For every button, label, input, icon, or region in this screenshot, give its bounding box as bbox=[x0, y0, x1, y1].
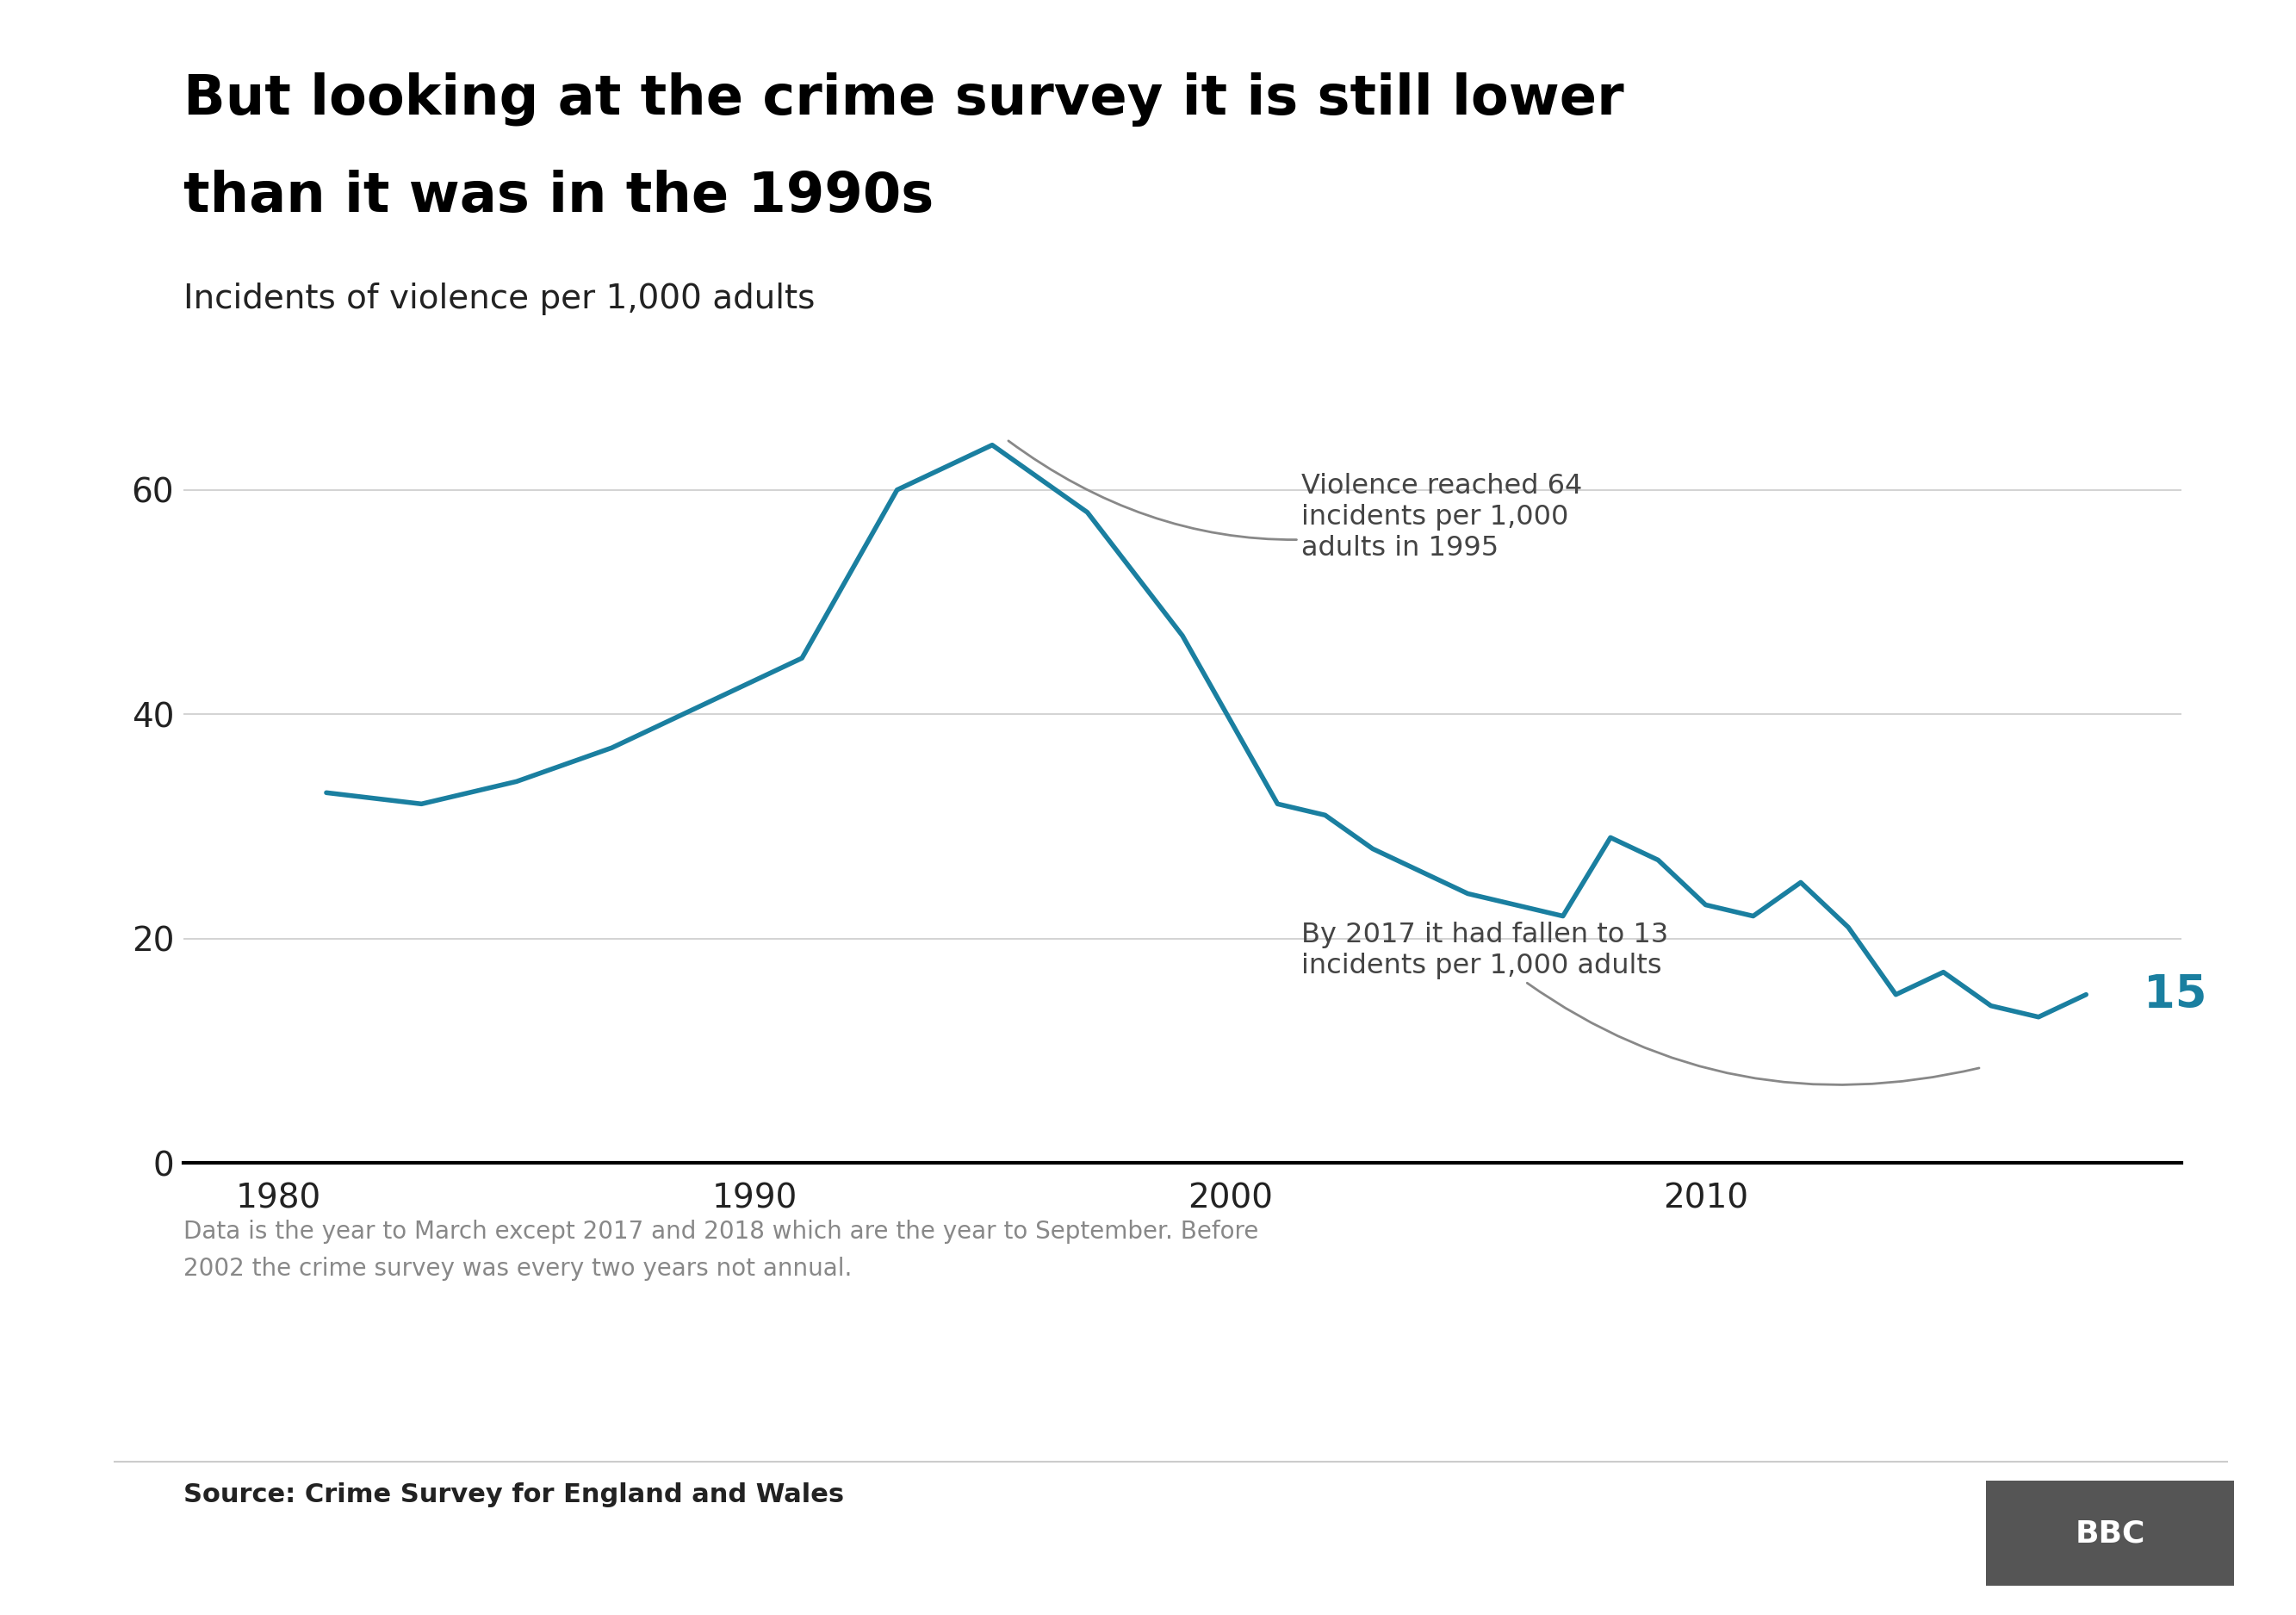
Text: Incidents of violence per 1,000 adults: Incidents of violence per 1,000 adults bbox=[184, 283, 815, 315]
Text: By 2017 it had fallen to 13
incidents per 1,000 adults: By 2017 it had fallen to 13 incidents pe… bbox=[1302, 922, 1979, 1085]
Text: Source: Crime Survey for England and Wales: Source: Crime Survey for England and Wal… bbox=[184, 1483, 845, 1507]
Text: But looking at the crime survey it is still lower: But looking at the crime survey it is st… bbox=[184, 73, 1623, 128]
Text: Data is the year to March except 2017 and 2018 which are the year to September. : Data is the year to March except 2017 an… bbox=[184, 1219, 1258, 1281]
Text: Violence reached 64
incidents per 1,000
adults in 1995: Violence reached 64 incidents per 1,000 … bbox=[1008, 441, 1582, 562]
Text: BBC: BBC bbox=[2076, 1518, 2144, 1549]
Text: 15: 15 bbox=[2142, 972, 2206, 1017]
Text: than it was in the 1990s: than it was in the 1990s bbox=[184, 170, 934, 223]
